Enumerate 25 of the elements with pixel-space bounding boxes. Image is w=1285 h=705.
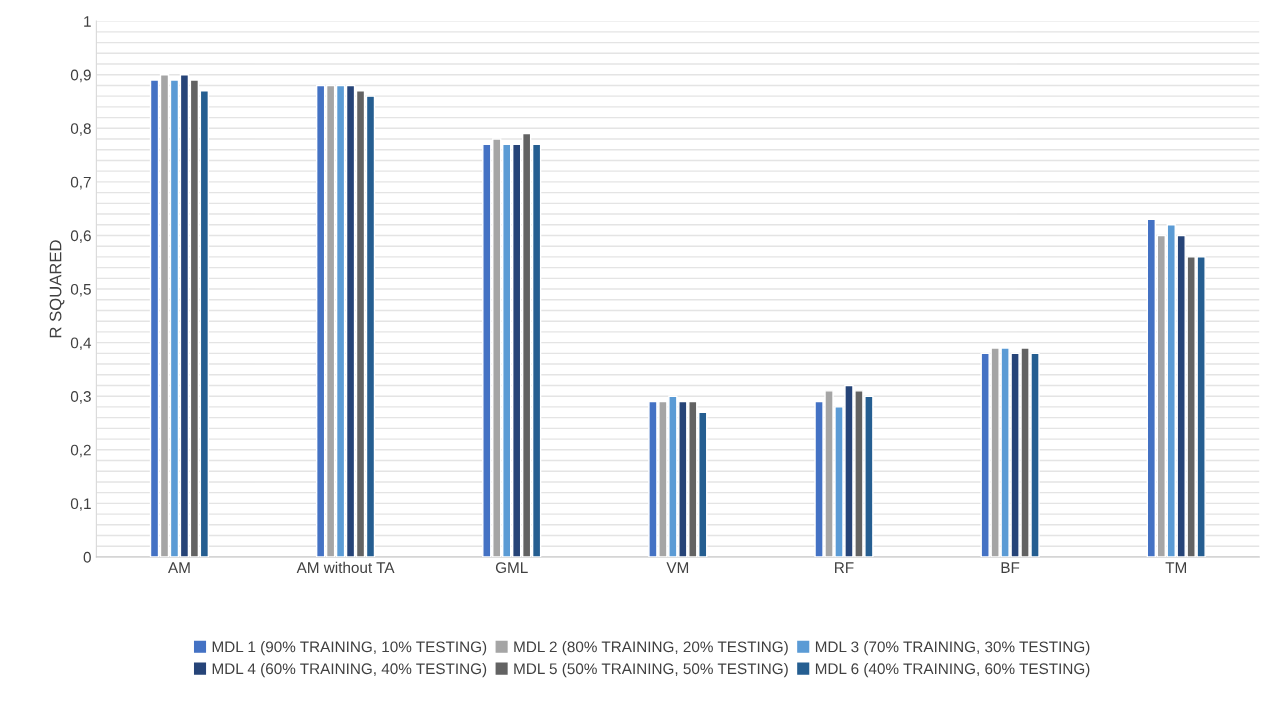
y-axis-title: R SQUARED	[49, 240, 65, 338]
legend-label: MDL 2 (80% TRAINING, 20% TESTING)	[514, 641, 788, 656]
legend-label: MDL 5 (50% TRAINING, 50% TESTING)	[514, 662, 788, 678]
x-tick-label: BF	[1001, 562, 1020, 573]
y-tick-label: 0,2	[70, 444, 91, 458]
x-tick-label: VM	[666, 562, 689, 573]
y-tick-label: 0,5	[70, 283, 91, 297]
y-tick-label: 0,6	[70, 230, 91, 243]
legend-label: MDL 1 (90% TRAINING, 10% TESTING)	[212, 641, 487, 656]
y-tick-label: 0,4	[70, 337, 92, 351]
legend-label: MDL 4 (60% TRAINING, 40% TESTING)	[212, 662, 487, 678]
x-tick-label: GML	[495, 562, 528, 574]
y-tick-label: 0,3	[70, 391, 91, 404]
y-tick-label: 1	[84, 16, 91, 27]
legend-label: MDL 3 (70% TRAINING, 30% TESTING)	[815, 641, 1090, 656]
x-tick-label: AM	[168, 562, 190, 573]
x-tick-label: TM	[1165, 562, 1187, 573]
x-tick-label: AM without TA	[296, 561, 395, 574]
y-tick-label: 0	[83, 551, 91, 563]
y-tick-label: 0,1	[70, 498, 91, 511]
y-tick-label: 0,7	[70, 176, 91, 190]
legend-label: MDL 6 (40% TRAINING, 60% TESTING)	[815, 662, 1090, 678]
y-tick-label: 0,8	[70, 123, 91, 136]
y-tick-label: 0,9	[70, 69, 91, 83]
x-tick-label: RF	[835, 562, 854, 573]
